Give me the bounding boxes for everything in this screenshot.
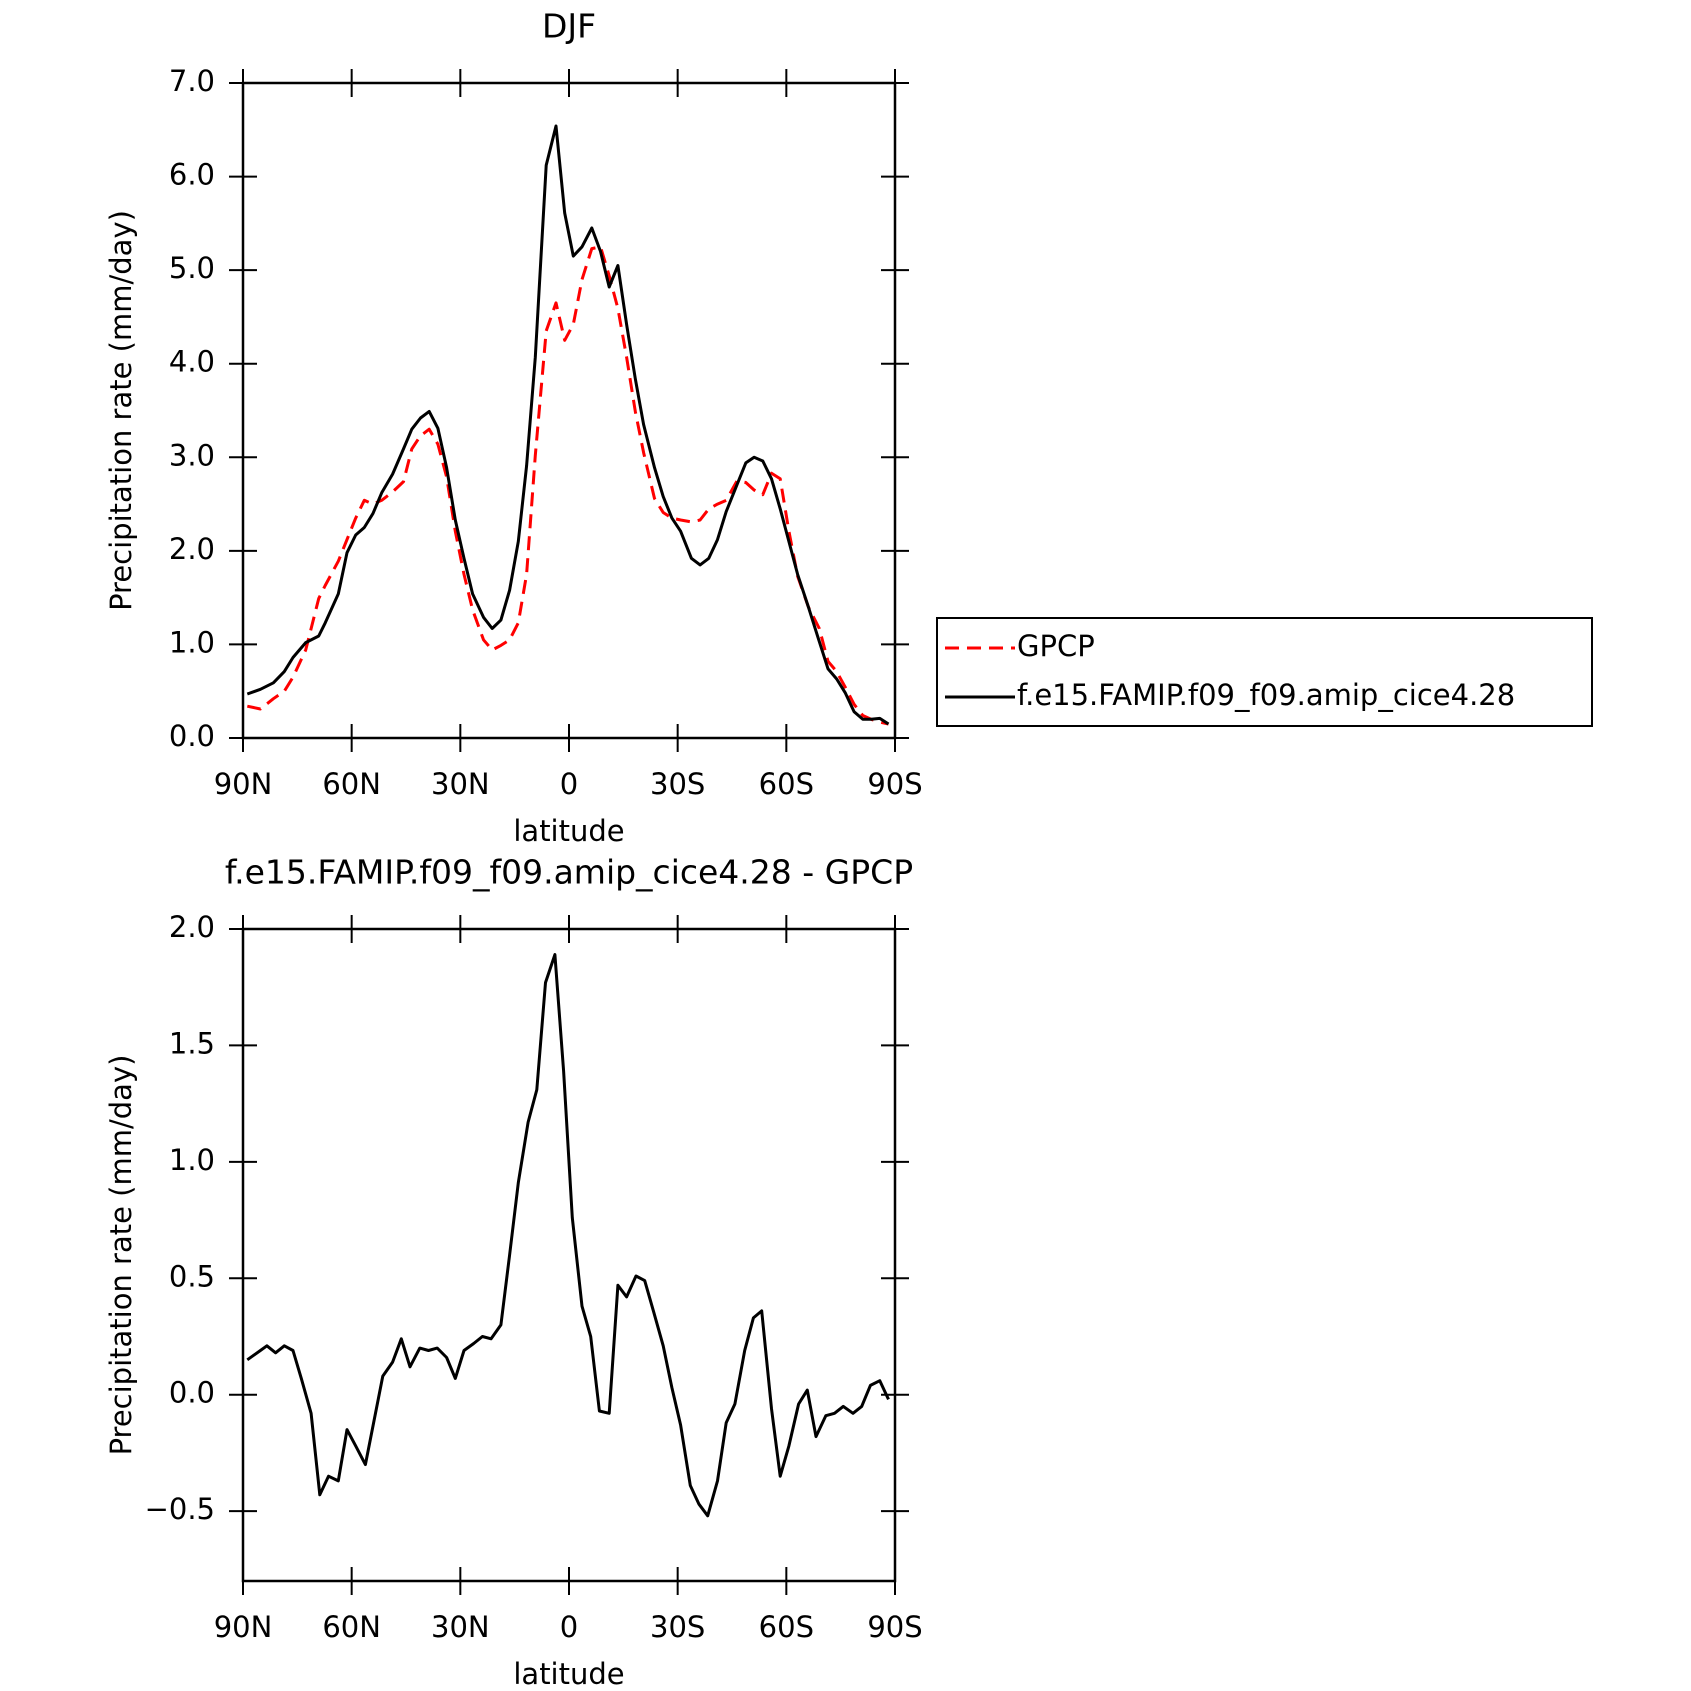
y-tick-label: 1.5	[169, 1026, 215, 1060]
y-tick-label: 2.0	[169, 532, 215, 566]
legend-label: f.e15.FAMIP.f09_f09.amip_cice4.28	[1017, 678, 1515, 712]
legend-label: GPCP	[1017, 629, 1095, 663]
x-tick-label: 90S	[867, 1610, 922, 1644]
legend-box	[936, 617, 1593, 727]
y-tick-label: 1.0	[169, 625, 215, 659]
data-line	[246, 245, 889, 726]
plot-frame	[241, 81, 897, 740]
y-axis-label: Precipitation rate (mm/day)	[104, 1055, 138, 1456]
x-tick-label: 30S	[650, 1610, 705, 1644]
x-tick-label: 90N	[214, 767, 273, 801]
y-tick-label: 6.0	[169, 158, 215, 192]
chart-title: f.e15.FAMIP.f09_f09.amip_cice4.28 - GPCP	[225, 853, 913, 892]
x-tick-label: 30N	[431, 767, 490, 801]
y-tick-label: 5.0	[169, 251, 215, 285]
data-line	[246, 953, 890, 1518]
chart-title: DJF	[542, 7, 596, 46]
y-axis-label: Precipitation rate (mm/day)	[104, 210, 138, 611]
x-tick-label: 60S	[759, 1610, 814, 1644]
x-tick-label: 90S	[867, 767, 922, 801]
y-tick-label: 0.5	[169, 1259, 215, 1293]
y-tick-label: 2.0	[169, 910, 215, 944]
plot-frame	[241, 927, 897, 1583]
data-line	[246, 124, 890, 726]
y-tick-label: 3.0	[169, 438, 215, 472]
y-tick-label: 0.0	[169, 1376, 215, 1410]
x-tick-label: 60N	[322, 767, 381, 801]
y-tick-label: 7.0	[169, 64, 215, 98]
x-axis-label: latitude	[513, 1657, 624, 1691]
x-tick-label: 30S	[650, 767, 705, 801]
y-tick-label: 4.0	[169, 345, 215, 379]
y-tick-label: 1.0	[169, 1143, 215, 1177]
x-tick-label: 60S	[759, 767, 814, 801]
x-tick-label: 30N	[431, 1610, 490, 1644]
y-tick-label: 0.0	[169, 719, 215, 753]
x-tick-label: 0	[560, 767, 578, 801]
x-axis-label: latitude	[513, 814, 624, 848]
x-tick-label: 60N	[322, 1610, 381, 1644]
x-tick-label: 0	[560, 1610, 578, 1644]
y-tick-label: −0.5	[145, 1492, 215, 1526]
x-tick-label: 90N	[214, 1610, 273, 1644]
